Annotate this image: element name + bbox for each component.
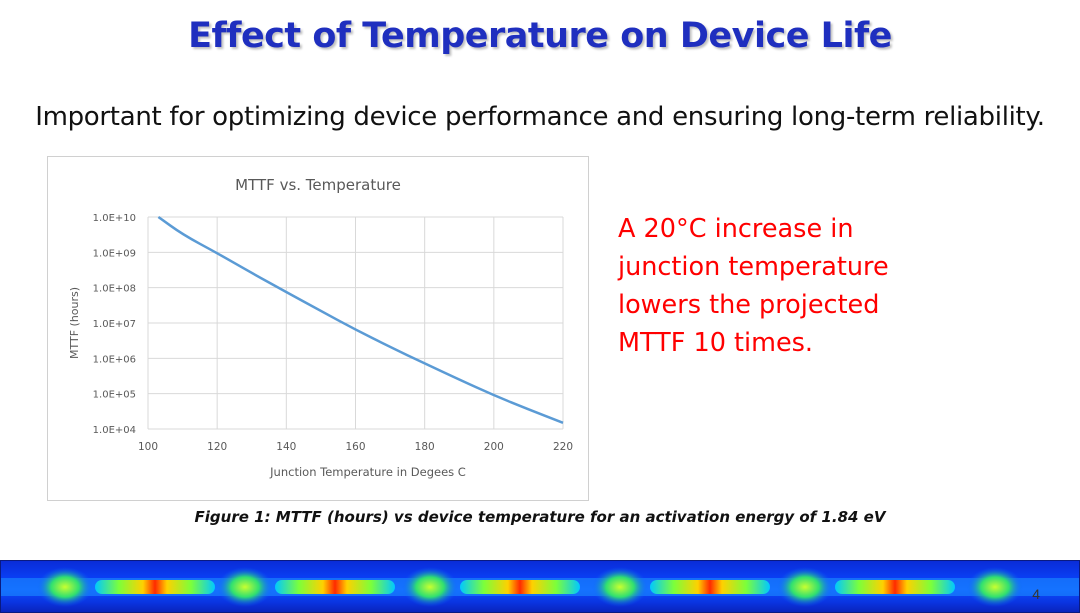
callout-text: A 20°C increase in junction temperature … <box>618 210 1018 362</box>
callout-line: MTTF 10 times. <box>618 328 814 358</box>
slide-title: Effect of Temperature on Device Life <box>188 16 892 56</box>
mttf-series-line <box>157 215 564 424</box>
figure-caption: Figure 1: MTTF (hours) vs device tempera… <box>194 508 886 526</box>
x-tick-label: 100 <box>138 441 158 453</box>
x-tick-label: 220 <box>553 441 573 453</box>
y-tick-label: 1.0E+08 <box>93 284 136 295</box>
x-tick-label: 160 <box>345 441 365 453</box>
callout-line: junction temperature <box>618 252 889 282</box>
y-tick-label: 1.0E+09 <box>93 248 136 259</box>
x-axis-label: Junction Temperature in Degees C <box>269 465 466 479</box>
mttf-chart: MTTF vs. Temperature 1.0E+04 1.0E+05 1.0E+… <box>47 156 589 501</box>
y-tick-label: 1.0E+07 <box>93 319 136 330</box>
thermal-image-banner <box>0 560 1080 613</box>
chart-canvas: MTTF vs. Temperature 1.0E+041.0E+051.0E+… <box>68 176 573 479</box>
x-tick-label: 140 <box>276 441 296 453</box>
y-tick-label: 1.0E+10 <box>93 213 136 224</box>
chart-title: MTTF vs. Temperature <box>235 176 401 194</box>
callout-line: A 20°C increase in <box>618 214 854 244</box>
x-tick-label: 120 <box>207 441 227 453</box>
slide-subtitle: Important for optimizing device performa… <box>35 102 1045 132</box>
page-number: 4 <box>1032 586 1040 602</box>
y-tick-label: 1.0E+06 <box>93 354 136 365</box>
y-tick-label: 1.0E+05 <box>93 390 136 401</box>
x-tick-label: 180 <box>415 441 435 453</box>
x-tick-label: 200 <box>484 441 504 453</box>
y-axis-ticks: 1.0E+04 1.0E+05 1.0E+06 1.0E+07 1.0E+08 1.0E+… <box>93 213 136 436</box>
y-tick-label: 1.0E+04 <box>93 425 136 436</box>
y-axis-label: MTTF (hours) <box>68 287 81 359</box>
callout-line: lowers the projected <box>618 290 880 320</box>
x-axis-ticks: 100 120 140 160 180 200 220 <box>138 441 573 453</box>
